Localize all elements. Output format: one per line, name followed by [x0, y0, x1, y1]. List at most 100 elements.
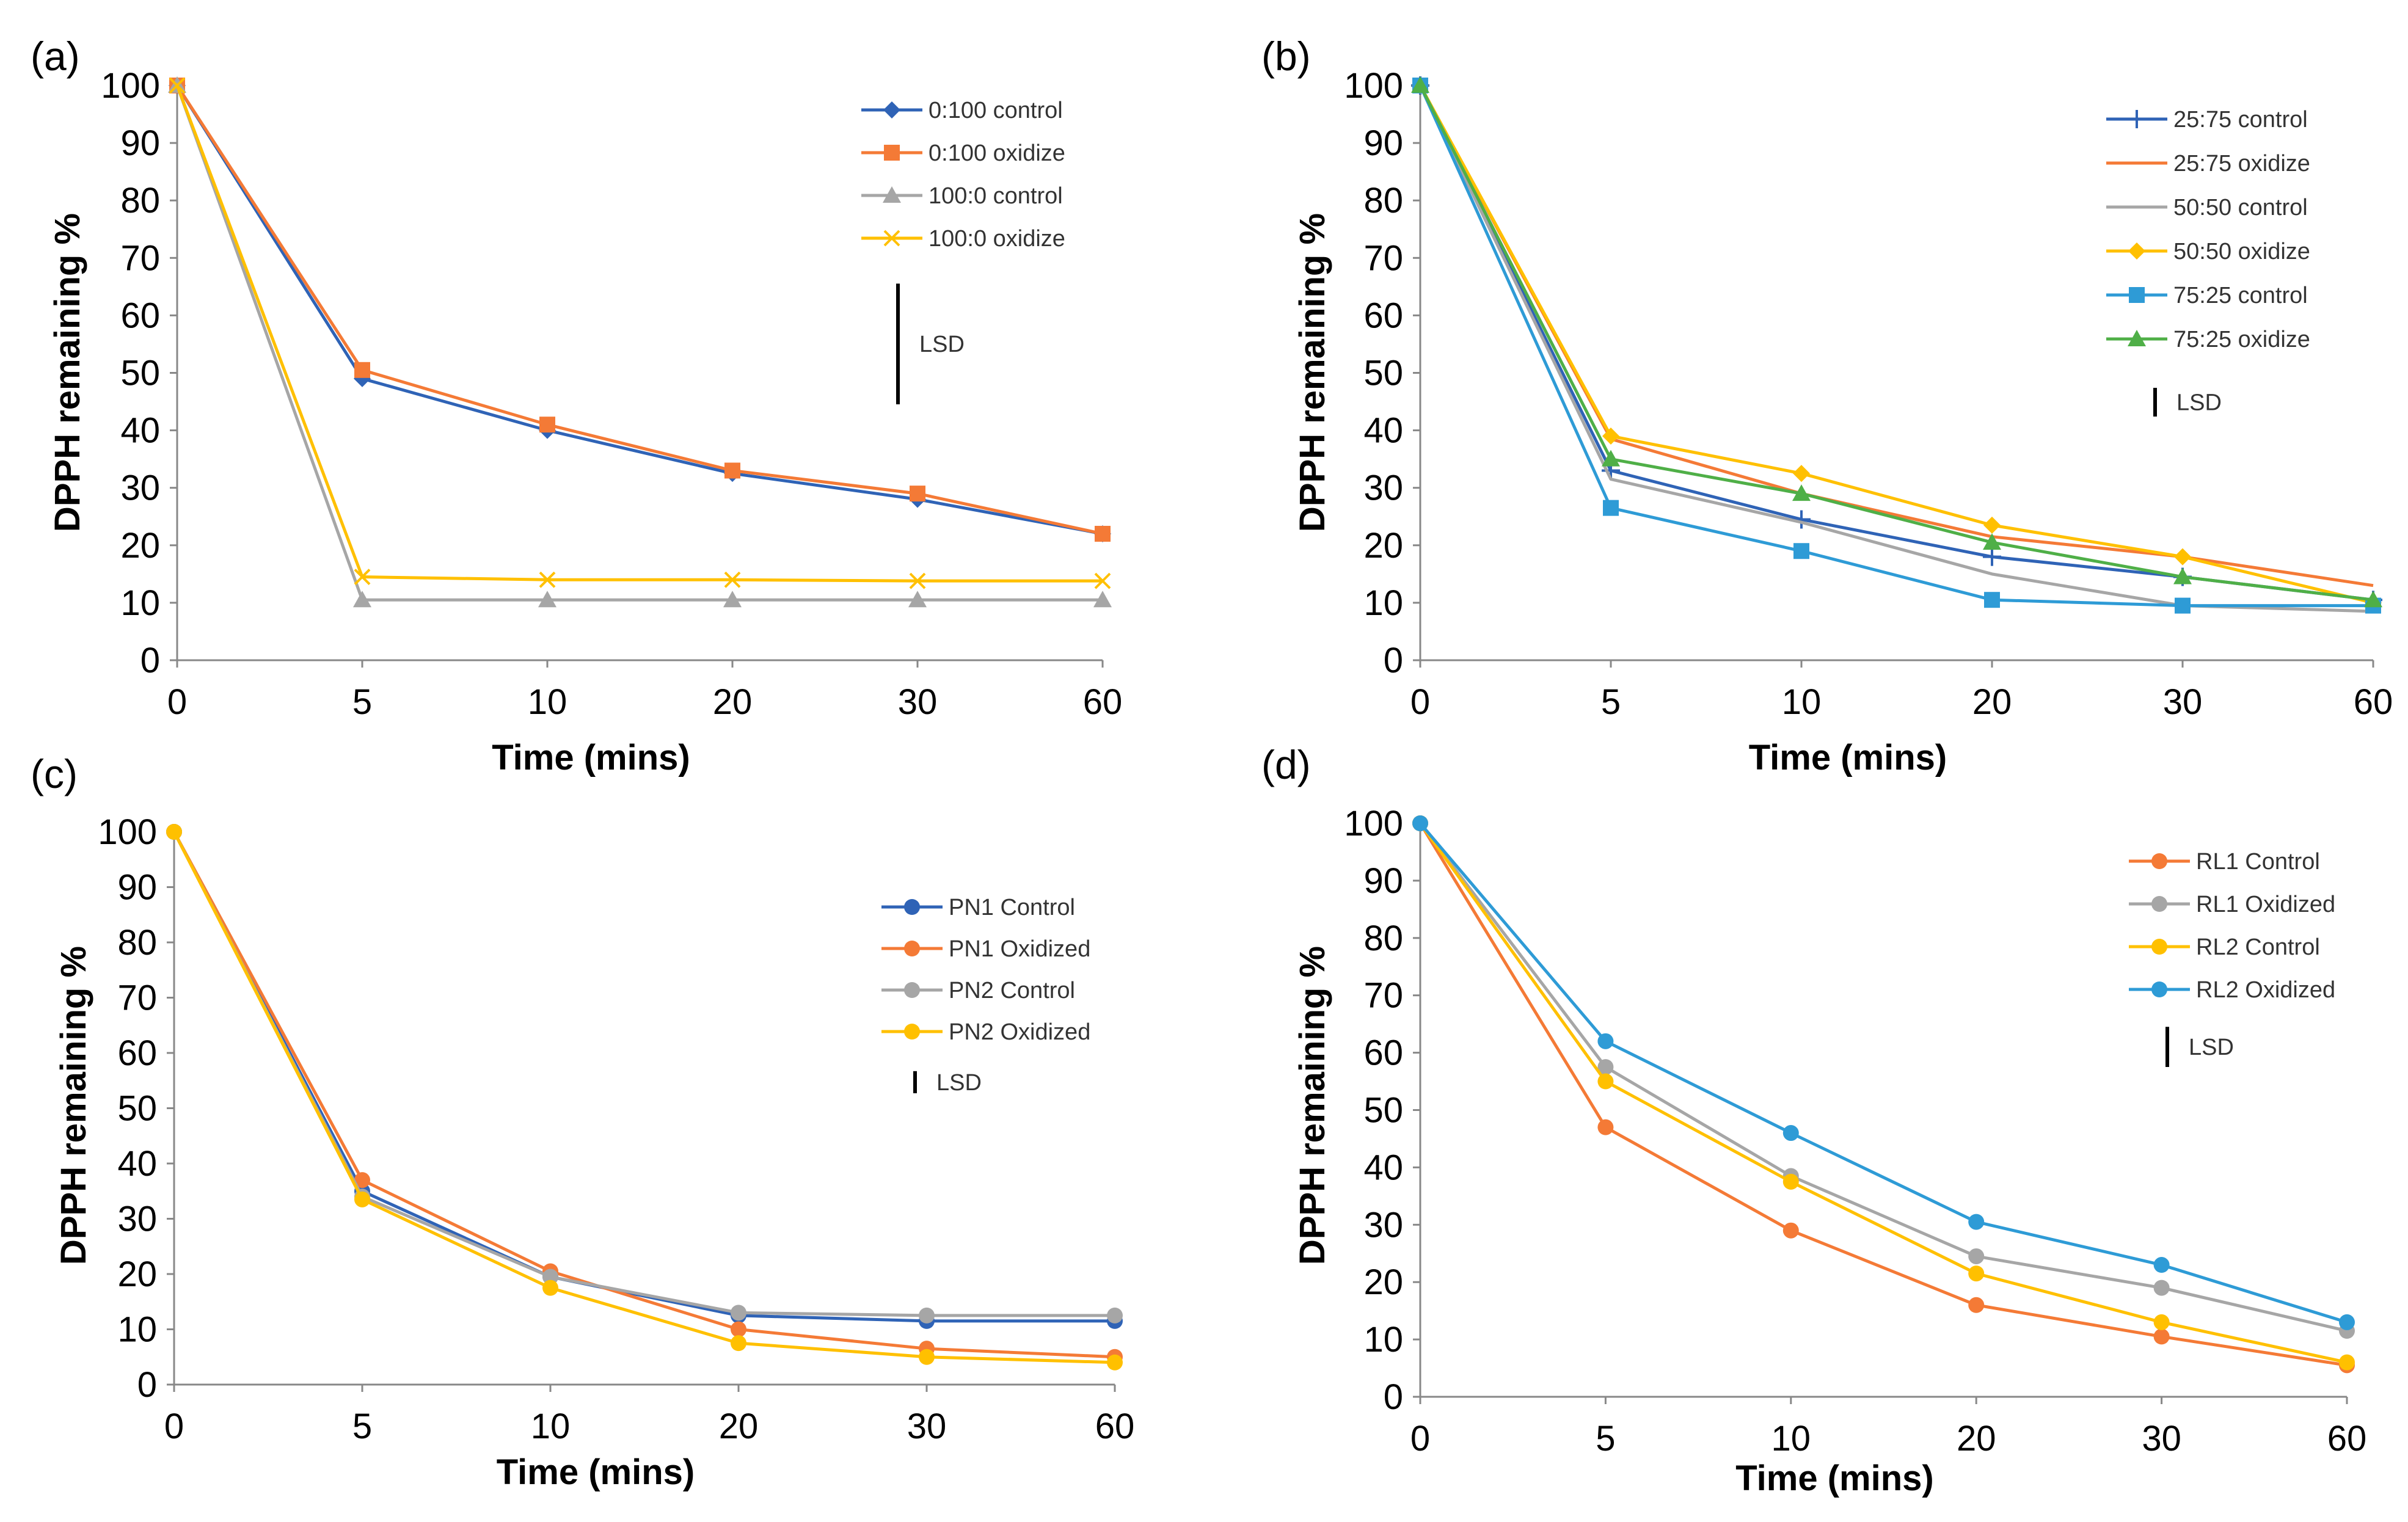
- data-point: [1792, 484, 1811, 501]
- legend-marker: [883, 230, 900, 247]
- y-tick-label: 30: [120, 468, 160, 508]
- data-point: [542, 1269, 558, 1285]
- lsd-label: LSD: [2189, 1035, 2234, 1060]
- series-line-5: [1418, 84, 2373, 608]
- data-point: [1782, 1125, 1799, 1142]
- legend-label: 75:25 oxidize: [2173, 327, 2310, 352]
- x-tick-label: 0: [1410, 682, 1430, 722]
- y-tick-label: 40: [117, 1144, 157, 1184]
- legend-label: RL2 Control: [2196, 934, 2320, 960]
- y-tick-label: 20: [1363, 526, 1403, 566]
- lsd-label: LSD: [2176, 390, 2222, 415]
- data-point: [731, 1321, 746, 1338]
- data-point: [1093, 591, 1112, 608]
- y-tick-label: 50: [1363, 1091, 1403, 1131]
- legend-marker: [2128, 330, 2146, 346]
- y-tick-label: 50: [1363, 354, 1403, 393]
- data-point: [1597, 1073, 1614, 1090]
- legend-label: RL2 Oxidized: [2196, 977, 2335, 1003]
- y-tick-label: 40: [1363, 411, 1403, 451]
- y-tick-label: 40: [120, 411, 160, 451]
- data-point: [1983, 516, 2001, 534]
- x-tick-label: 0: [164, 1407, 184, 1446]
- x-axis-title: Time (mins): [497, 1452, 695, 1492]
- data-point: [354, 1191, 370, 1207]
- y-tick-label: 10: [117, 1310, 157, 1350]
- data-point: [1412, 815, 1428, 831]
- legend-label: PN2 Control: [949, 978, 1075, 1003]
- y-tick-label: 100: [1344, 66, 1403, 106]
- data-point: [1968, 1248, 1985, 1264]
- legend-label: 0:100 control: [929, 98, 1063, 123]
- data-point: [1597, 1033, 1614, 1049]
- lsd-label: LSD: [936, 1070, 982, 1096]
- series-line-1: [175, 84, 1103, 536]
- chart-panel-1: (a) 0 10 20 30 40 50 60 70 80 90 100 0 5 10 20 30 60 Time …: [31, 34, 1122, 777]
- legend-marker: [904, 899, 920, 915]
- series-line-4: [175, 85, 1103, 583]
- y-tick-label: 70: [1363, 976, 1403, 1016]
- legend-label: 25:75 control: [2173, 107, 2308, 133]
- data-point: [919, 1349, 935, 1365]
- legend-label: 100:0 oxidize: [929, 226, 1065, 252]
- x-tick-label: 60: [2327, 1419, 2367, 1458]
- y-tick-label: 100: [98, 812, 157, 852]
- series-line-4: [1418, 84, 2374, 605]
- y-tick-label: 80: [117, 923, 157, 963]
- data-point: [1603, 500, 1619, 516]
- legend-label: PN1 Control: [949, 895, 1075, 920]
- y-tick-label: 30: [117, 1200, 157, 1239]
- legend-label: 100:0 control: [929, 183, 1063, 209]
- x-tick-label: 10: [528, 682, 567, 722]
- legend-label: PN1 Oxidized: [949, 936, 1090, 962]
- x-tick-label: 60: [2354, 682, 2393, 722]
- y-tick-label: 0: [1384, 1377, 1403, 1417]
- data-point: [1782, 1222, 1799, 1239]
- y-tick-label: 10: [1363, 583, 1403, 623]
- x-axis-title: Time (mins): [1735, 1458, 1933, 1498]
- data-point: [2153, 1314, 2170, 1330]
- y-tick-label: 50: [120, 354, 160, 393]
- y-tick-label: 10: [1363, 1320, 1403, 1360]
- series-line-2: [175, 84, 1103, 536]
- y-tick-label: 60: [1363, 1033, 1403, 1073]
- data-point: [731, 1305, 746, 1321]
- data-point: [1968, 1214, 1985, 1230]
- data-point: [1094, 572, 1111, 589]
- data-point: [354, 1172, 370, 1189]
- data-point: [1602, 450, 1620, 467]
- y-tick-label: 90: [120, 123, 160, 163]
- y-tick-label: 10: [120, 583, 160, 623]
- data-point: [2173, 567, 2192, 584]
- y-axis-title: DPPH remaining %: [1293, 213, 1332, 532]
- y-tick-label: 80: [1363, 181, 1403, 220]
- legend-marker: [2151, 981, 2167, 997]
- chart-panel-4: (d) 0 10 20 30 40 50 60 70 80 90 100 0 5 10 20 30 60 Time …: [1261, 742, 2366, 1498]
- y-tick-label: 60: [120, 296, 160, 335]
- y-tick-label: 80: [120, 181, 160, 220]
- y-tick-label: 100: [1344, 804, 1403, 843]
- x-axis-title: Time (mins): [492, 738, 690, 777]
- y-axis-title: DPPH remaining %: [48, 213, 87, 532]
- y-tick-label: 70: [120, 238, 160, 278]
- data-point: [2153, 1280, 2170, 1296]
- legend-marker: [2151, 853, 2167, 869]
- y-tick-label: 90: [1363, 123, 1403, 163]
- legend-label: PN2 Oxidized: [949, 1019, 1090, 1045]
- x-tick-label: 30: [2163, 682, 2203, 722]
- legend-label: 25:75 oxidize: [2173, 151, 2310, 177]
- x-tick-label: 30: [2142, 1419, 2181, 1458]
- data-point: [542, 1280, 558, 1296]
- data-point: [919, 1307, 935, 1324]
- data-point: [1107, 1307, 1123, 1324]
- x-tick-label: 20: [1972, 682, 2012, 722]
- data-point: [723, 591, 742, 608]
- x-tick-label: 60: [1083, 682, 1123, 722]
- legend-label: 50:50 control: [2173, 195, 2308, 220]
- data-point: [1793, 543, 1809, 559]
- data-point: [908, 591, 927, 608]
- data-point: [1983, 547, 2001, 566]
- x-tick-label: 0: [1410, 1419, 1430, 1458]
